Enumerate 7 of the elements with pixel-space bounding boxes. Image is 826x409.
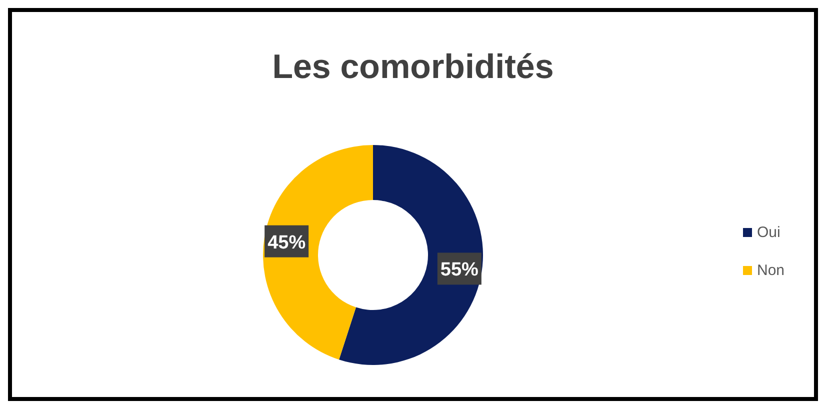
data-label: 55% [440, 260, 479, 281]
chart-title: Les comorbidités [272, 48, 554, 86]
legend-label: Oui [757, 224, 780, 241]
legend-label: Non [757, 262, 785, 279]
donut-slice [263, 145, 373, 360]
donut-slice [339, 145, 483, 365]
data-label: 45% [268, 232, 306, 254]
